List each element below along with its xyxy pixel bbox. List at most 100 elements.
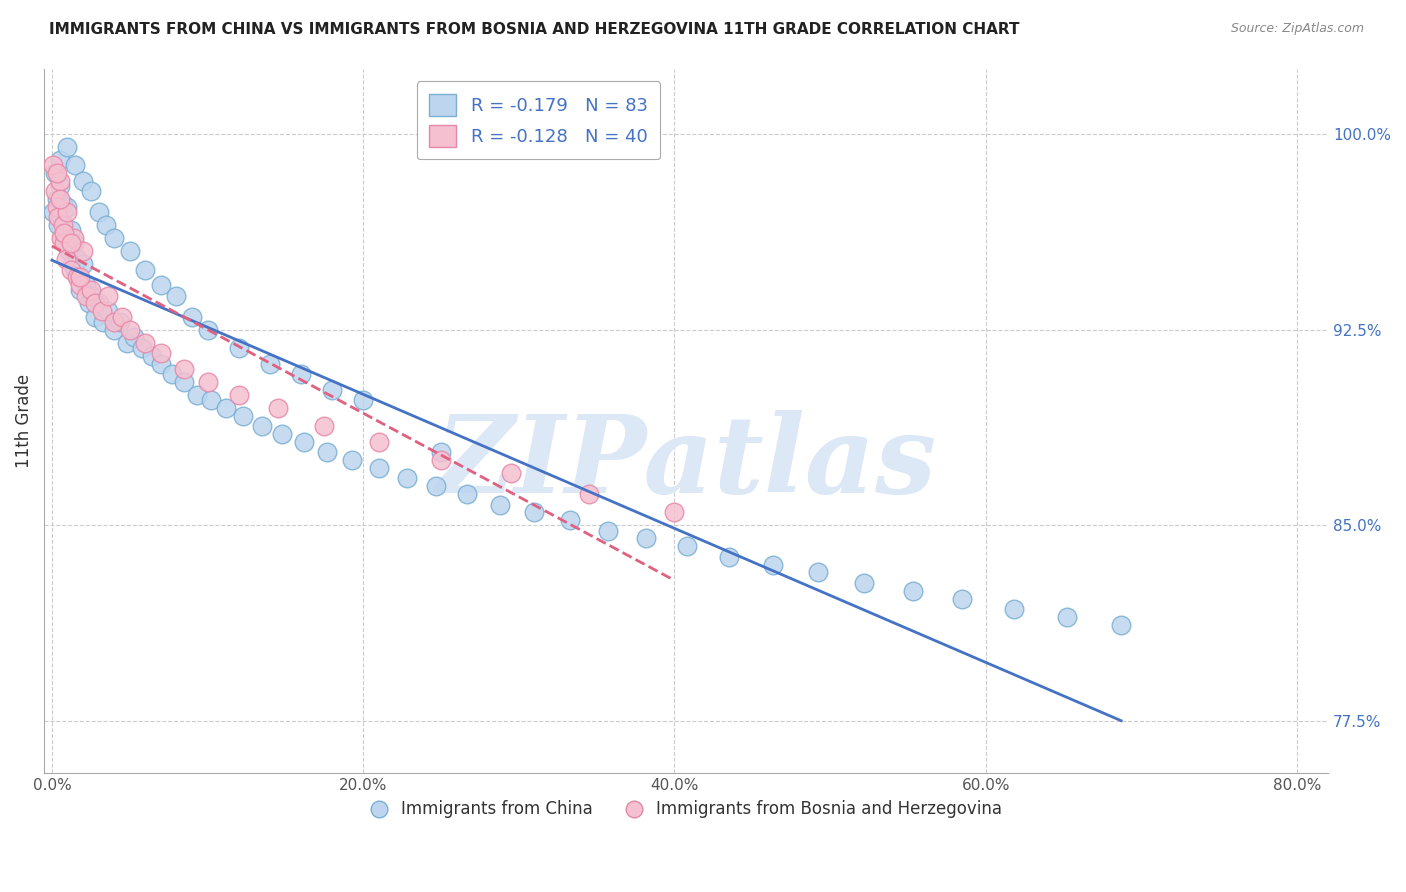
Point — [59, 262, 82, 277]
Point — [367, 434, 389, 449]
Point — [115, 335, 138, 350]
Point — [950, 591, 973, 606]
Point — [46, 218, 69, 232]
Point — [149, 278, 172, 293]
Point — [72, 244, 94, 259]
Point — [53, 236, 76, 251]
Point — [72, 257, 94, 271]
Point — [45, 192, 67, 206]
Point — [186, 388, 208, 402]
Point — [292, 434, 315, 449]
Point — [59, 236, 82, 251]
Point — [181, 310, 204, 324]
Point — [124, 330, 146, 344]
Point — [118, 244, 141, 259]
Point — [53, 226, 76, 240]
Point — [228, 341, 250, 355]
Point — [489, 498, 512, 512]
Point — [807, 566, 830, 580]
Point — [110, 315, 132, 329]
Point — [103, 315, 125, 329]
Point — [173, 361, 195, 376]
Point — [77, 296, 100, 310]
Point — [200, 393, 222, 408]
Point — [48, 179, 70, 194]
Point — [149, 357, 172, 371]
Point — [676, 539, 699, 553]
Point — [42, 205, 65, 219]
Point — [228, 388, 250, 402]
Point — [395, 471, 418, 485]
Point — [72, 174, 94, 188]
Point — [118, 323, 141, 337]
Point — [141, 349, 163, 363]
Point — [290, 367, 312, 381]
Point — [149, 346, 172, 360]
Point — [499, 466, 522, 480]
Point — [48, 192, 70, 206]
Point — [69, 278, 91, 293]
Point — [173, 375, 195, 389]
Point — [430, 445, 453, 459]
Point — [103, 323, 125, 337]
Point — [51, 211, 73, 225]
Point — [1002, 602, 1025, 616]
Point — [84, 296, 107, 310]
Y-axis label: 11th Grade: 11th Grade — [15, 374, 32, 468]
Point — [66, 270, 89, 285]
Point — [717, 549, 740, 564]
Point — [523, 505, 546, 519]
Point — [80, 284, 103, 298]
Point — [59, 223, 82, 237]
Point — [259, 357, 281, 371]
Point — [266, 401, 288, 415]
Point — [75, 288, 97, 302]
Point — [197, 375, 219, 389]
Point — [90, 304, 112, 318]
Point — [232, 409, 254, 423]
Point — [60, 257, 83, 271]
Point — [901, 583, 924, 598]
Point — [97, 288, 120, 302]
Point — [56, 140, 79, 154]
Point — [250, 419, 273, 434]
Point — [52, 218, 75, 232]
Point — [44, 166, 66, 180]
Point — [314, 419, 336, 434]
Point — [367, 461, 389, 475]
Point — [48, 153, 70, 167]
Point — [165, 288, 187, 302]
Point — [67, 270, 90, 285]
Point — [44, 184, 66, 198]
Point — [134, 262, 156, 277]
Point — [425, 479, 447, 493]
Text: Source: ZipAtlas.com: Source: ZipAtlas.com — [1230, 22, 1364, 36]
Point — [96, 218, 118, 232]
Text: ZIPatlas: ZIPatlas — [436, 410, 936, 516]
Point — [56, 200, 79, 214]
Point — [1056, 609, 1078, 624]
Point — [52, 197, 75, 211]
Point — [97, 304, 120, 318]
Point — [62, 231, 84, 245]
Point — [46, 211, 69, 225]
Point — [456, 487, 478, 501]
Point — [1109, 617, 1132, 632]
Point — [636, 532, 658, 546]
Point — [761, 558, 783, 572]
Point — [664, 505, 686, 519]
Point — [342, 453, 364, 467]
Point — [131, 341, 153, 355]
Point — [271, 427, 294, 442]
Point — [69, 270, 91, 285]
Point — [134, 335, 156, 350]
Point — [48, 174, 70, 188]
Point — [42, 158, 65, 172]
Point — [45, 200, 67, 214]
Point — [75, 278, 97, 293]
Point — [65, 158, 87, 172]
Point — [111, 310, 134, 324]
Point — [352, 393, 374, 408]
Point — [55, 252, 77, 266]
Point — [560, 513, 582, 527]
